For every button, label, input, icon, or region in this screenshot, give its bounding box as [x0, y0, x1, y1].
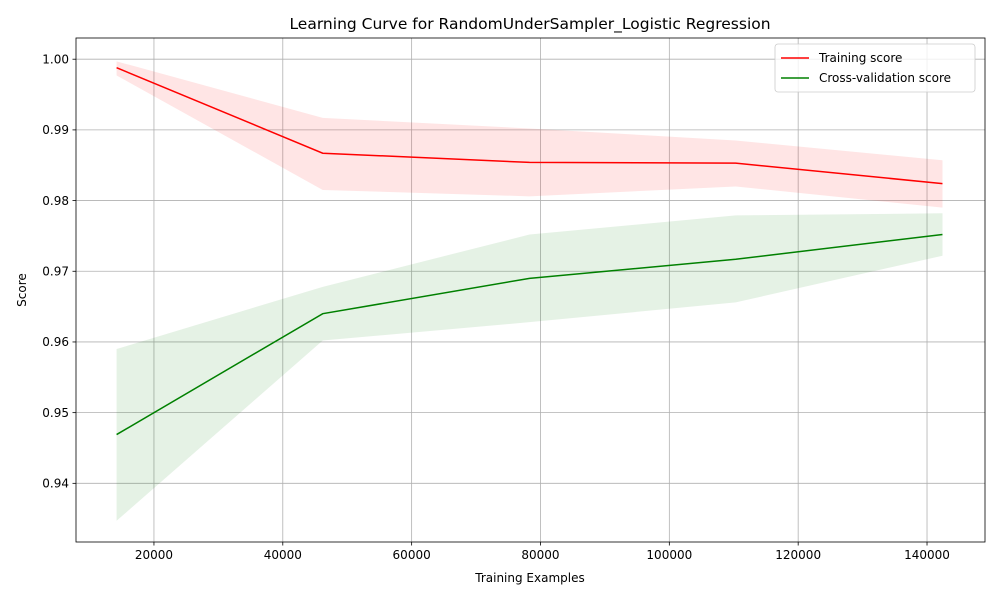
y-tick-label: 0.96 — [42, 335, 69, 349]
y-tick-label: 0.99 — [42, 123, 69, 137]
legend-label: Training score — [818, 51, 902, 65]
x-tick-label: 40000 — [264, 548, 302, 562]
series-0-line — [116, 66, 943, 185]
series-0-band — [116, 61, 943, 208]
x-tick-label: 20000 — [135, 548, 173, 562]
x-tick-label: 60000 — [393, 548, 431, 562]
y-axis-title: Score — [15, 273, 29, 307]
y-tick-label: 0.95 — [42, 406, 69, 420]
chart-title: Learning Curve for RandomUnderSampler_Lo… — [289, 15, 770, 34]
x-axis-title: Training Examples — [474, 571, 584, 585]
y-tick-label: 0.98 — [42, 194, 69, 208]
series-1-band — [116, 213, 943, 521]
series-1-line — [116, 233, 943, 436]
legend-frame — [774, 43, 976, 93]
x-tick-label: 140000 — [904, 548, 950, 562]
legend: Training score Cross-validation score — [774, 43, 976, 93]
plot-frame — [75, 37, 986, 543]
y-tick-label: 0.94 — [42, 477, 69, 491]
x-tick-label: 100000 — [646, 548, 692, 562]
plot-area: 20000 40000 60000 80000 100000 120000 140000 0.… — [42, 37, 986, 562]
legend-label: Cross-validation score — [819, 71, 951, 85]
y-tick-label: 1.00 — [42, 52, 69, 66]
x-tick-label: 80000 — [521, 548, 559, 562]
x-tick-label: 120000 — [775, 548, 821, 562]
y-tick-label: 0.97 — [42, 264, 69, 278]
